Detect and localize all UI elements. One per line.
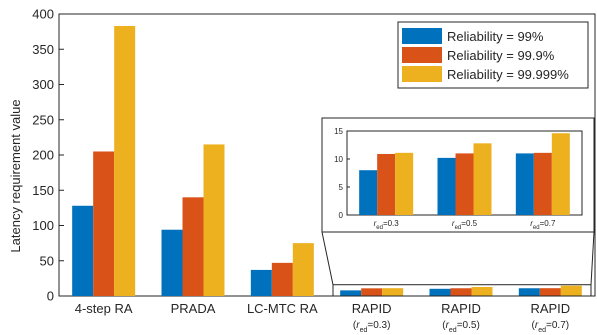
- inset-bar: [515, 153, 534, 215]
- zoom-connector: [321, 231, 334, 285]
- bar: [72, 205, 94, 296]
- bar: [539, 288, 561, 296]
- legend-swatch: [402, 66, 442, 82]
- x-tick-label: RAPID: [352, 301, 392, 316]
- x-tick-sublabel: (red=0.3): [353, 320, 391, 334]
- inset-bar: [551, 133, 570, 215]
- legend-label: Reliability = 99.999%: [447, 67, 569, 82]
- bar: [518, 288, 540, 296]
- bar: [292, 243, 314, 296]
- bar: [340, 290, 362, 296]
- x-tick-label: RAPID: [530, 301, 570, 316]
- bar: [203, 144, 225, 296]
- x-tick-sublabel: (red=0.7): [532, 320, 570, 334]
- bar: [560, 285, 582, 296]
- inset-bar: [455, 153, 474, 215]
- bar: [361, 288, 383, 296]
- legend-swatch: [402, 28, 442, 44]
- bar: [271, 262, 293, 296]
- y-axis-label: Latency requirement value: [8, 99, 23, 252]
- x-tick-label: 4-step RA: [75, 301, 133, 316]
- inset-plot: 0 5 10 15 red=0.3 red=0.5 red=0.7: [321, 117, 595, 233]
- bar: [114, 25, 136, 297]
- inset-y-tick-label: 0: [339, 211, 344, 220]
- legend-swatch: [402, 47, 442, 63]
- inset-bar: [437, 157, 456, 215]
- inset-bar: [395, 152, 414, 215]
- bar: [93, 151, 115, 296]
- y-tick-label: 350: [32, 42, 54, 57]
- inset-bar: [533, 152, 552, 215]
- inset-x-tick-label: red=0.5: [452, 219, 478, 231]
- zoom-connector: [590, 231, 595, 285]
- inset-bar: [377, 153, 396, 215]
- legend-label: Reliability = 99%: [447, 29, 544, 44]
- x-tick-label: PRADA: [171, 301, 216, 316]
- y-tick-label: 0: [47, 289, 54, 304]
- inset-y-tick-label: 15: [334, 127, 343, 136]
- x-tick-label: RAPID: [441, 301, 481, 316]
- bar: [471, 286, 493, 296]
- inset-x-tick-label: red=0.3: [374, 219, 400, 231]
- y-tick-label: 200: [32, 148, 54, 163]
- legend-label: Reliability = 99.9%: [447, 48, 555, 63]
- x-tick-label: LC-MTC RA: [247, 301, 318, 316]
- inset-y-tick-label: 5: [339, 183, 344, 192]
- inset-bar: [473, 143, 492, 215]
- bar: [429, 288, 451, 296]
- inset-x-tick-label: red=0.7: [530, 219, 556, 231]
- y-tick-label: 300: [32, 77, 54, 92]
- y-tick-label: 250: [32, 112, 54, 127]
- zoom-box: [332, 284, 592, 297]
- y-tick-label: 50: [40, 253, 54, 268]
- bar: [161, 229, 183, 296]
- bar: [450, 288, 472, 296]
- inset-y-tick-label: 10: [334, 155, 343, 164]
- legend: Reliability = 99% Reliability = 99.9% Reli…: [397, 21, 589, 89]
- y-tick-label: 400: [32, 7, 54, 22]
- y-tick-label: 150: [32, 183, 54, 198]
- x-tick-sublabel: (red=0.5): [442, 320, 480, 334]
- y-tick-label: 100: [32, 218, 54, 233]
- bar: [250, 269, 272, 296]
- inset-bar: [359, 170, 378, 215]
- bar: [182, 197, 204, 296]
- bar: [382, 288, 404, 296]
